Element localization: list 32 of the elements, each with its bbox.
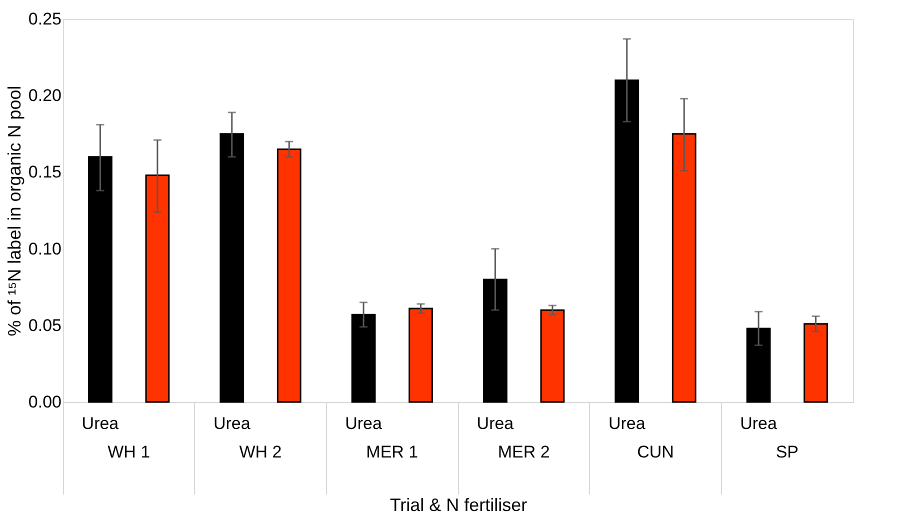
series-label: Urea <box>608 414 646 433</box>
x-tick-label: WH 2 <box>239 442 282 462</box>
text: Urea <box>213 414 250 433</box>
bar <box>145 174 170 403</box>
bar <box>540 309 565 403</box>
text: Urea <box>345 414 382 433</box>
bar <box>672 133 696 403</box>
x-tick-label: MER 2 <box>498 442 550 462</box>
y-tick-label: 0.00 <box>28 392 62 412</box>
x-tick-label: WH 1 <box>108 442 150 462</box>
bar <box>220 133 244 403</box>
bar <box>804 323 828 403</box>
text: Urea <box>740 414 777 433</box>
y-axis-title: % of ¹⁵N label in organic N pool <box>4 86 24 336</box>
bar <box>276 148 302 403</box>
text: Urea <box>82 414 119 433</box>
x-tick-label: CUN <box>637 442 674 462</box>
bar <box>408 308 433 403</box>
bar <box>351 314 376 403</box>
bar <box>483 278 508 403</box>
bar <box>614 80 640 403</box>
y-tick-label: 0.20 <box>28 86 62 106</box>
x-axis-title: Trial & N fertiliser <box>390 495 528 515</box>
y-tick-label: 0.15 <box>28 162 62 182</box>
y-tick-label: 0.25 <box>28 10 62 28</box>
bar <box>746 328 771 403</box>
x-tick-label: MER 1 <box>366 442 418 462</box>
x-tick-label: SP <box>776 442 799 462</box>
y-tick-label: 0.10 <box>28 239 62 258</box>
bar <box>88 156 112 403</box>
y-tick-label: 0.05 <box>28 316 62 335</box>
text: Urea <box>476 414 514 433</box>
